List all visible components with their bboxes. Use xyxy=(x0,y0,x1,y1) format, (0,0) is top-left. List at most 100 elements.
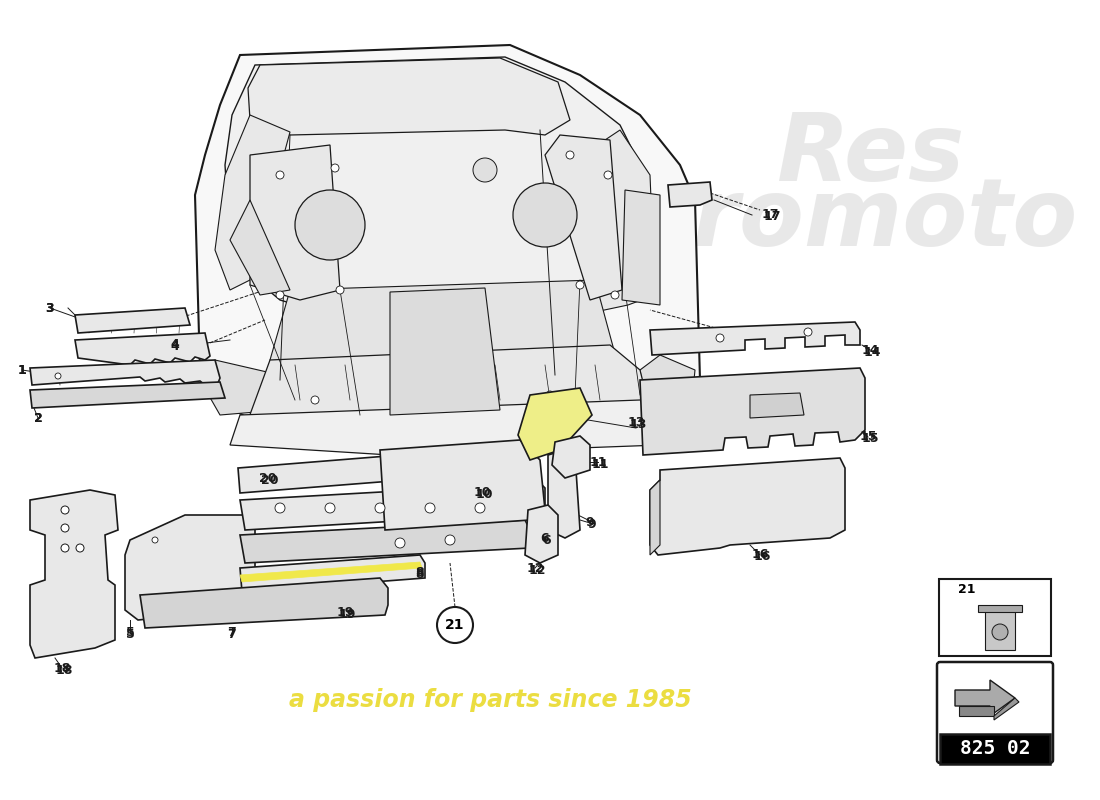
Circle shape xyxy=(375,503,385,513)
Polygon shape xyxy=(750,393,804,418)
Text: 13: 13 xyxy=(627,417,645,430)
Text: 19: 19 xyxy=(339,609,355,622)
Circle shape xyxy=(610,291,619,299)
Text: 5: 5 xyxy=(125,629,134,642)
Text: 2: 2 xyxy=(34,411,43,425)
Circle shape xyxy=(513,183,578,247)
Circle shape xyxy=(475,503,485,513)
Text: 3: 3 xyxy=(46,302,54,314)
Polygon shape xyxy=(650,458,845,555)
Polygon shape xyxy=(240,520,530,563)
Circle shape xyxy=(336,286,344,294)
Text: 15: 15 xyxy=(861,433,879,446)
Polygon shape xyxy=(994,698,1019,720)
Text: 18: 18 xyxy=(53,662,70,674)
Circle shape xyxy=(275,503,285,513)
Text: Res: Res xyxy=(776,109,965,201)
Circle shape xyxy=(295,190,365,260)
Circle shape xyxy=(716,334,724,342)
Polygon shape xyxy=(248,58,570,135)
Polygon shape xyxy=(544,135,622,300)
Circle shape xyxy=(546,391,554,399)
Polygon shape xyxy=(248,345,654,448)
Circle shape xyxy=(60,524,69,532)
Circle shape xyxy=(276,291,284,299)
Text: 11: 11 xyxy=(592,458,608,470)
Polygon shape xyxy=(525,505,558,563)
Polygon shape xyxy=(125,515,255,620)
Text: 3: 3 xyxy=(46,302,54,314)
Polygon shape xyxy=(30,360,220,385)
Circle shape xyxy=(992,624,1008,640)
Polygon shape xyxy=(955,680,1015,716)
Circle shape xyxy=(473,158,497,182)
Polygon shape xyxy=(250,145,340,300)
Text: 16: 16 xyxy=(754,550,771,563)
Text: 2: 2 xyxy=(34,411,43,425)
Text: 6: 6 xyxy=(542,534,551,546)
Circle shape xyxy=(395,538,405,548)
Polygon shape xyxy=(140,578,388,628)
Text: euromoto: euromoto xyxy=(562,174,1078,266)
Text: 7: 7 xyxy=(228,626,236,638)
Text: 4: 4 xyxy=(170,338,179,351)
Polygon shape xyxy=(640,355,695,435)
Text: 21: 21 xyxy=(958,583,976,596)
Polygon shape xyxy=(379,440,544,530)
Text: 825 02: 825 02 xyxy=(959,739,1031,758)
Polygon shape xyxy=(270,280,618,415)
Polygon shape xyxy=(548,450,580,538)
Polygon shape xyxy=(668,182,712,207)
Text: 17: 17 xyxy=(761,209,779,222)
Polygon shape xyxy=(238,455,405,493)
Text: 10: 10 xyxy=(473,486,491,498)
Polygon shape xyxy=(30,382,225,408)
Text: 14: 14 xyxy=(864,346,881,358)
Text: 13: 13 xyxy=(629,418,647,431)
Polygon shape xyxy=(214,115,290,290)
Polygon shape xyxy=(226,57,650,320)
Circle shape xyxy=(311,396,319,404)
Text: 7: 7 xyxy=(228,627,236,641)
Polygon shape xyxy=(240,555,425,592)
Text: 19: 19 xyxy=(337,606,354,619)
Text: 8: 8 xyxy=(416,569,425,582)
Circle shape xyxy=(566,151,574,159)
Polygon shape xyxy=(240,483,544,530)
Text: 8: 8 xyxy=(416,566,425,579)
Polygon shape xyxy=(200,360,280,415)
Circle shape xyxy=(76,544,84,552)
FancyBboxPatch shape xyxy=(937,662,1053,763)
Text: 20: 20 xyxy=(260,471,277,485)
Circle shape xyxy=(276,171,284,179)
Text: 4: 4 xyxy=(170,341,179,354)
Text: 12: 12 xyxy=(528,563,546,577)
Circle shape xyxy=(60,506,69,514)
Circle shape xyxy=(152,537,158,543)
Circle shape xyxy=(437,607,473,643)
Text: 12: 12 xyxy=(526,562,543,574)
Text: 11: 11 xyxy=(590,455,607,469)
Circle shape xyxy=(55,373,60,379)
Polygon shape xyxy=(75,308,190,333)
Polygon shape xyxy=(30,490,118,658)
Text: 17: 17 xyxy=(763,210,781,223)
Text: 10: 10 xyxy=(475,487,493,501)
Text: 9: 9 xyxy=(585,517,594,530)
Polygon shape xyxy=(621,190,660,305)
Circle shape xyxy=(425,503,435,513)
Polygon shape xyxy=(195,45,700,450)
Circle shape xyxy=(576,281,584,289)
Polygon shape xyxy=(75,333,210,365)
Text: 18: 18 xyxy=(55,663,73,677)
Polygon shape xyxy=(230,400,680,455)
Circle shape xyxy=(604,171,612,179)
Polygon shape xyxy=(650,480,660,555)
Polygon shape xyxy=(230,200,290,295)
Circle shape xyxy=(324,503,336,513)
Text: 9: 9 xyxy=(587,518,596,531)
Text: 21: 21 xyxy=(446,618,464,632)
Polygon shape xyxy=(552,436,590,478)
Polygon shape xyxy=(984,610,1015,650)
Polygon shape xyxy=(650,322,860,355)
